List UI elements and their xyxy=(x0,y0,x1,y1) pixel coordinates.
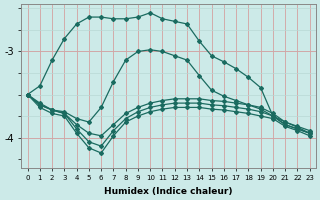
X-axis label: Humidex (Indice chaleur): Humidex (Indice chaleur) xyxy=(104,187,233,196)
